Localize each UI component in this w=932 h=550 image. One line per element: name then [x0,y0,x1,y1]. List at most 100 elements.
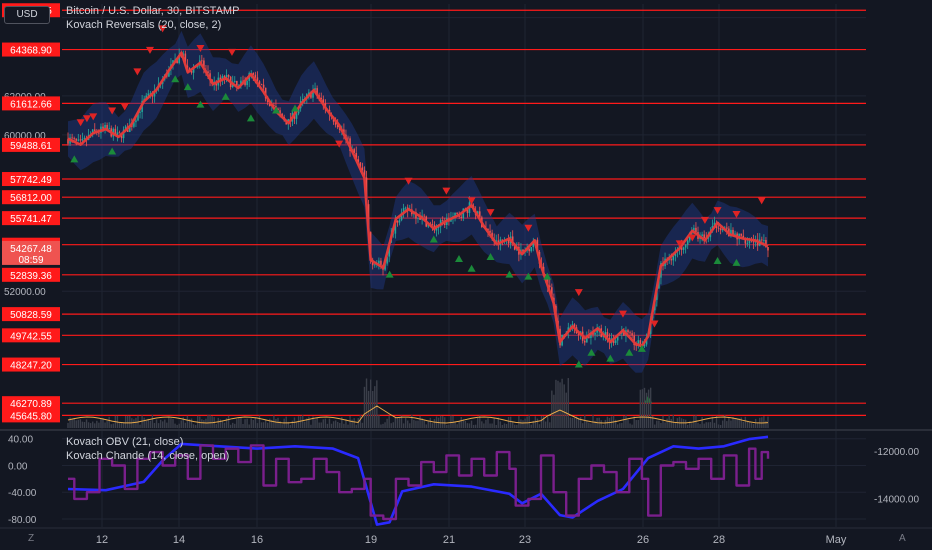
level-label-box [2,307,60,322]
volume-bar [715,415,718,428]
volume-bar [112,423,114,428]
level-label-text: 52839.36 [10,271,52,282]
zoom-toggle[interactable]: Z [28,533,35,544]
volume-ma-line [67,405,769,424]
volume-bar [164,419,166,428]
chande-tick-label: -80.00 [8,515,37,526]
sell-signal-marker [158,25,167,33]
indicator-legend-obv[interactable]: Kovach OBV (21, close) [66,436,184,448]
candle-body [577,332,580,335]
candle-body [102,126,104,129]
candle-body [83,137,86,139]
candle-body [528,248,530,252]
volume-bar [728,417,730,428]
volume-bar [509,416,512,428]
volume-bar [378,415,380,428]
volume-bar [402,423,405,428]
volume-bar [314,419,316,428]
volume-bar [287,421,289,428]
current-price-label: 54267.48 [10,244,52,255]
volume-bar [269,418,271,428]
candle-body [277,108,279,111]
volume-bar [514,424,516,428]
candle-body [336,124,339,128]
volume-bar [450,415,452,428]
candle-body [93,129,96,131]
volume-bar [275,418,277,428]
volume-bar [489,423,491,428]
candle-body [435,227,438,231]
candle-body [726,227,728,229]
volume-bar [409,423,411,428]
volume-bar [404,418,407,428]
volume-bar [359,415,362,428]
candle-body [596,330,598,333]
volume-bar [703,423,705,428]
candle-body [334,121,337,125]
volume-bar [392,422,394,428]
candle-body [394,220,397,234]
volume-bar [645,392,648,428]
candle-body [67,138,69,144]
candle-body [400,212,403,221]
buy-signal-marker [637,344,646,352]
indicator-legend-reversals[interactable]: Kovach Reversals (20, close, 2) [66,19,222,31]
auto-scale-toggle[interactable]: A [899,533,906,544]
candle-body [273,105,275,107]
volume-bar [254,417,257,428]
volume-bar [188,418,191,428]
volume-bar [384,422,386,428]
volume-bar [345,419,347,428]
bar-countdown-label: 08:59 [18,255,43,266]
candle-body [707,237,710,239]
candle-body [186,65,189,69]
volume-bar [155,419,158,428]
buy-signal-marker [454,255,463,263]
indicator-legend-chande[interactable]: Kovach Chande (14, close, open) [66,450,230,462]
candle-body [703,234,705,238]
candle-body [373,264,376,266]
level-label-text: 55741.47 [10,214,52,225]
candle-body [260,84,263,85]
candle-body [454,212,456,217]
candle-body [423,215,425,217]
time-tick-label: 23 [519,534,531,546]
candle-body [378,260,380,264]
volume-bar [664,422,666,428]
level-label-box [2,172,60,187]
volume-bar [223,422,226,428]
volume-bar [512,421,514,428]
level-label-text: 61612.66 [10,99,52,110]
level-label-text: 56812.00 [10,193,52,204]
candle-body [604,332,607,336]
candle-body [295,113,298,119]
oscillator-pane [67,435,770,526]
volume-bar [104,422,106,428]
volume-bar [579,416,582,428]
volume-bar [92,421,94,428]
volume-bar [89,423,92,428]
volume-bar [493,418,495,428]
buy-signal-marker [713,256,722,264]
volume-bar [565,392,567,428]
volume-bar [621,422,623,428]
candle-body [643,344,646,347]
volume-bar [643,387,646,428]
sell-signal-marker [688,234,697,242]
currency-button[interactable]: USD [4,6,50,24]
volume-bar [439,415,442,428]
horizontal-levels [62,9,866,416]
volume-bar [532,420,534,428]
level-label-text: 64368.90 [10,46,52,57]
volume-bar [501,424,504,428]
volume-bar [400,415,403,428]
volume-bar [553,394,555,428]
volume-bar [604,419,607,428]
volume-bar [186,415,189,428]
volume-bar [752,423,755,428]
volume-bar [464,420,467,428]
volume-bar [419,415,421,428]
sell-signal-marker [650,320,659,328]
volume-bar [194,424,197,428]
